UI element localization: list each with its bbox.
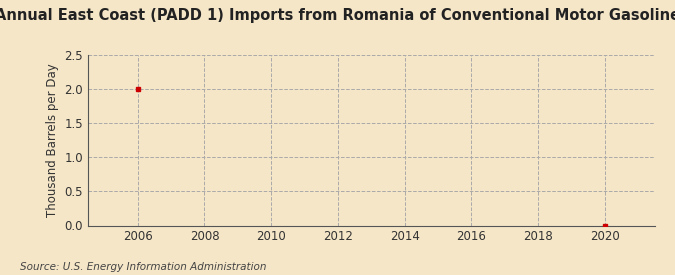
Y-axis label: Thousand Barrels per Day: Thousand Barrels per Day [46,63,59,217]
Text: Annual East Coast (PADD 1) Imports from Romania of Conventional Motor Gasoline: Annual East Coast (PADD 1) Imports from … [0,8,675,23]
Text: Source: U.S. Energy Information Administration: Source: U.S. Energy Information Administ… [20,262,267,272]
